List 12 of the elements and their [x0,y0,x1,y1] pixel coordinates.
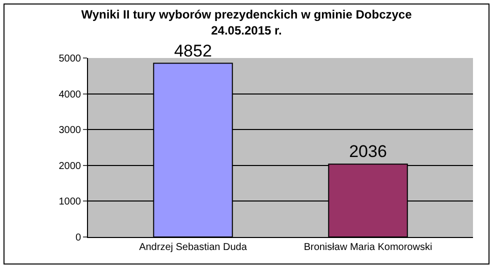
y-tick-label: 2000 [58,160,82,172]
data-label: 2036 [349,142,387,162]
x-tick-label: Bronisław Maria Komorowski [304,242,432,253]
y-tick-label: 0 [75,232,82,244]
y-tick-label: 1000 [58,196,82,208]
y-tick-label: 5000 [58,54,82,64]
data-label: 4852 [174,41,212,60]
y-tick-label: 4000 [58,89,82,100]
chart-subtitle: 24.05.2015 r. [211,23,282,38]
x-tick-label: Andrzej Sebastian Duda [139,242,248,253]
y-tick-label: 3000 [58,125,82,136]
chart-title: Wyniki II tury wyborów prezydenckich w gminie Dobczyce [81,8,412,22]
